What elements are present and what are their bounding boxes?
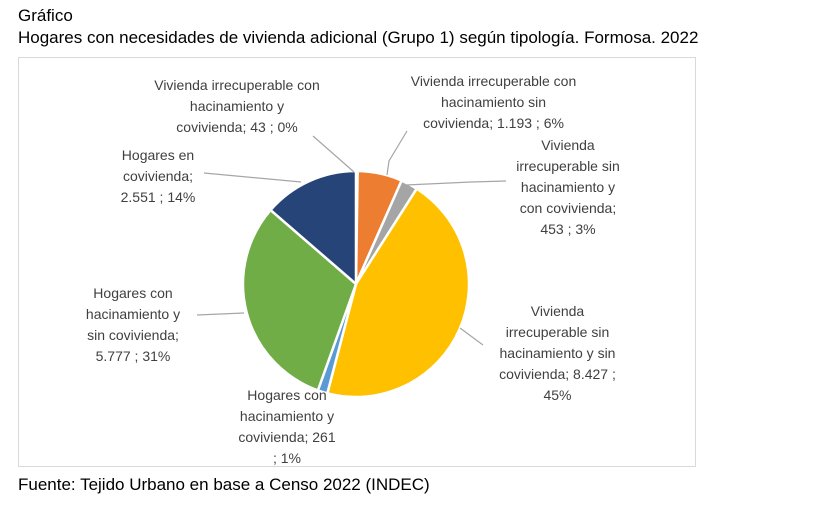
pie-slice-5 <box>241 208 358 392</box>
pie-slice-6 <box>269 169 358 286</box>
pie-slice-3 <box>326 187 471 399</box>
source-note: Fuente: Tejido Urbano en base a Censo 20… <box>18 475 430 494</box>
leader-line-seg0 <box>312 135 355 173</box>
pie-slices <box>241 169 471 399</box>
pie-label-vivienda-irrec-con-hacin-y-covivienda: Vivienda irrecuperable con hacinamiento … <box>154 77 320 135</box>
chart-area: Vivienda irrecuperable con hacinamiento … <box>18 57 696 467</box>
leader-lines <box>196 130 507 346</box>
pie-label-hogares-con-hacin-sin-covivienda: Hogares con hacinamiento y sin coviviend… <box>85 285 181 364</box>
pie-label-hogares-en-covivienda: Hogares en covivienda; 2.551 ; 14% <box>120 147 196 205</box>
chart-kicker: Gráfico <box>18 6 73 25</box>
pie-chart <box>196 130 507 399</box>
leader-line-seg2 <box>405 180 507 186</box>
leader-line-seg3 <box>459 327 484 346</box>
pie-label-vivienda-irrec-sin-hacin-con-covivienda: Vivienda irrecuperable sin hacinamiento … <box>516 137 620 237</box>
pie-label-vivienda-irrec-con-hacin-sin-covivienda: Vivienda irrecuperable con hacinamiento … <box>410 73 577 131</box>
leader-line-seg6 <box>203 172 302 183</box>
pie-label-vivienda-irrec-sin-hacin-sin-covivienda: Vivienda irrecuperable sin hacinamiento … <box>499 303 616 403</box>
leader-line-seg1 <box>386 130 408 176</box>
pie-label-hogares-con-hacin-y-covivienda: Hogares con hacinamiento y covivienda; 2… <box>238 387 336 466</box>
page-title: Hogares con necesidades de vivienda adic… <box>18 28 699 47</box>
leader-line-seg5 <box>196 312 245 316</box>
